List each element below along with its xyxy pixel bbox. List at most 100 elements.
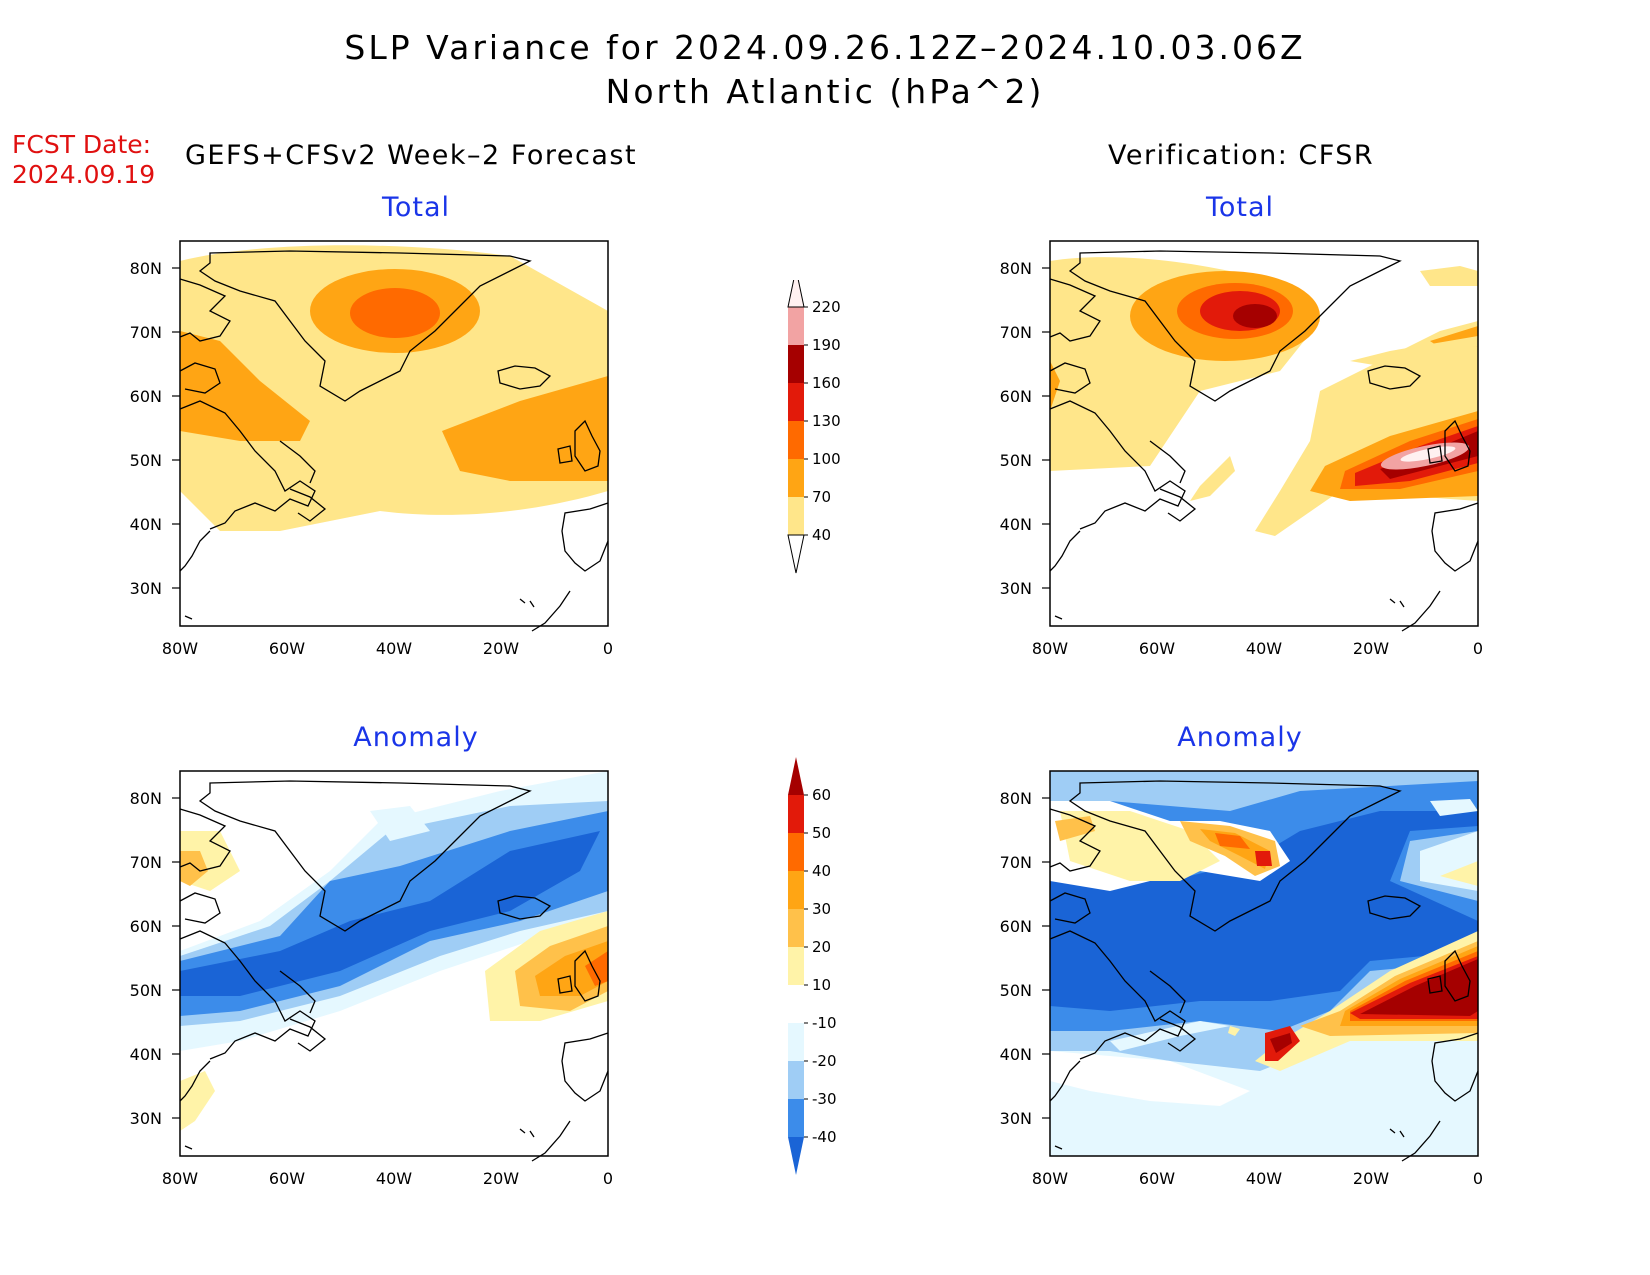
colorbar-label: 30	[812, 900, 831, 918]
lat-axis: 80N 70N 60N 50N 40N 30N	[130, 259, 162, 598]
lon-axis: 80W 60W 40W 20W 0	[1032, 639, 1483, 658]
colorbar-swatch	[788, 871, 804, 909]
lat-label: 60N	[130, 917, 162, 936]
lat-label: 30N	[130, 579, 162, 598]
colorbar-label: 130	[812, 412, 841, 430]
forecast-total-map: 80N 70N 60N 50N 40N 30N 80W 60W 40W 20W …	[130, 240, 613, 658]
lat-label: 50N	[130, 981, 162, 1000]
lon-label: 20W	[1353, 639, 1389, 658]
lat-label: 60N	[130, 387, 162, 406]
colorbar-bottom-arrow	[788, 1137, 804, 1175]
lat-label: 50N	[1000, 981, 1032, 1000]
lat-ticks	[172, 267, 180, 589]
map-frame	[1049, 770, 1479, 1157]
colorbar-swatch	[788, 307, 804, 345]
lat-axis: 80N 70N 60N 50N 40N 30N	[1000, 789, 1032, 1128]
colorbar-top-arrow	[788, 757, 804, 795]
colorbar-label: -20	[812, 1052, 837, 1070]
colorbar-label: 160	[812, 374, 841, 392]
map-frame	[179, 240, 609, 627]
colorbar-label: 10	[812, 976, 831, 994]
colorbar-swatch	[788, 497, 804, 535]
lon-label: 0	[603, 1169, 613, 1188]
verification-total-map: 80N 70N 60N 50N 40N 30N 80W 60W 40W 20W …	[1000, 240, 1483, 658]
total-colorbar: 40 70 100 130 160 190 220	[787, 280, 841, 574]
colorbar-label: 190	[812, 336, 841, 354]
main-title: SLP Variance for 2024.09.26.12Z–2024.10.…	[344, 28, 1306, 67]
verification-anomaly-map: 80N 70N 60N 50N 40N 30N 80W 60W 40W 20W …	[1000, 770, 1483, 1188]
lat-label: 80N	[1000, 259, 1032, 278]
colorbar-label: 40	[812, 526, 831, 544]
anomaly-colorbar: -40 -30 -20 -10 10 20 30 40 50 60	[788, 757, 837, 1175]
lat-label: 60N	[1000, 917, 1032, 936]
colorbar-swatch	[788, 345, 804, 383]
lon-label: 80W	[162, 1169, 198, 1188]
lat-label: 70N	[1000, 853, 1032, 872]
lat-label: 30N	[130, 1109, 162, 1128]
subtitle: North Atlantic (hPa^2)	[605, 72, 1045, 111]
lat-label: 60N	[1000, 387, 1032, 406]
colorbar-label: 50	[812, 824, 831, 842]
colorbar-label: 60	[812, 786, 831, 804]
lon-label: 60W	[1139, 639, 1175, 658]
colorbar-swatch	[788, 421, 804, 459]
lon-label: 20W	[483, 1169, 519, 1188]
lat-label: 80N	[1000, 789, 1032, 808]
colorbar-swatch	[788, 833, 804, 871]
forecast-heading: GEFS+CFSv2 Week–2 Forecast	[185, 140, 638, 171]
lon-label: 0	[1473, 639, 1483, 658]
lon-label: 20W	[483, 639, 519, 658]
colorbar-swatch	[788, 383, 804, 421]
lat-label: 40N	[1000, 515, 1032, 534]
colorbar-swatch	[788, 459, 804, 497]
map-frame	[1049, 240, 1479, 627]
lon-label: 60W	[269, 1169, 305, 1188]
lat-label: 70N	[130, 853, 162, 872]
lon-label: 80W	[1032, 639, 1068, 658]
lat-label: 30N	[1000, 1109, 1032, 1128]
colorbar-label: -10	[812, 1014, 837, 1032]
map-frame	[179, 770, 609, 1157]
lat-axis: 80N 70N 60N 50N 40N 30N	[1000, 259, 1032, 598]
lat-label: 50N	[1000, 451, 1032, 470]
colorbar-label: 40	[812, 862, 831, 880]
lon-label: 60W	[1139, 1169, 1175, 1188]
colorbar-swatch	[788, 795, 804, 833]
colorbar-label: -30	[812, 1090, 837, 1108]
lon-label: 0	[603, 639, 613, 658]
lon-label: 80W	[162, 639, 198, 658]
forecast-anomaly-map: 80N 70N 60N 50N 40N 30N 80W 60W 40W 20W …	[130, 770, 613, 1188]
ver-anomaly-title: Anomaly	[1177, 722, 1303, 753]
lat-label: 80N	[130, 259, 162, 278]
lat-label: 30N	[1000, 579, 1032, 598]
colorbar-swatch	[788, 947, 804, 985]
lat-label: 40N	[130, 515, 162, 534]
colorbar-swatch	[788, 1023, 804, 1061]
lat-label: 40N	[130, 1045, 162, 1064]
lat-label: 80N	[130, 789, 162, 808]
colorbar-label: 220	[812, 298, 841, 316]
lon-label: 60W	[269, 639, 305, 658]
fc-total-title: Total	[381, 192, 451, 223]
lat-axis: 80N 70N 60N 50N 40N 30N	[130, 789, 162, 1128]
lon-axis: 80W 60W 40W 20W 0	[162, 1169, 613, 1188]
colorbar-swatch	[788, 1061, 804, 1099]
fc-anomaly-title: Anomaly	[353, 722, 479, 753]
lat-label: 70N	[1000, 323, 1032, 342]
verification-heading: Verification: CFSR	[1108, 140, 1375, 171]
lon-label: 80W	[1032, 1169, 1068, 1188]
lat-label: 40N	[1000, 1045, 1032, 1064]
colorbar-label: 20	[812, 938, 831, 956]
colorbar-label: 100	[812, 450, 841, 468]
lon-label: 40W	[1246, 639, 1282, 658]
lat-label: 70N	[130, 323, 162, 342]
lon-label: 0	[1473, 1169, 1483, 1188]
lat-label: 50N	[130, 451, 162, 470]
lon-label: 40W	[1246, 1169, 1282, 1188]
colorbar-swatch	[788, 1099, 804, 1137]
forecast-date-label: FCST Date:	[12, 130, 152, 159]
lon-label: 20W	[1353, 1169, 1389, 1188]
forecast-date-value: 2024.09.19	[12, 160, 156, 189]
colorbar-swatch	[788, 985, 804, 1023]
colorbar-swatch	[788, 909, 804, 947]
